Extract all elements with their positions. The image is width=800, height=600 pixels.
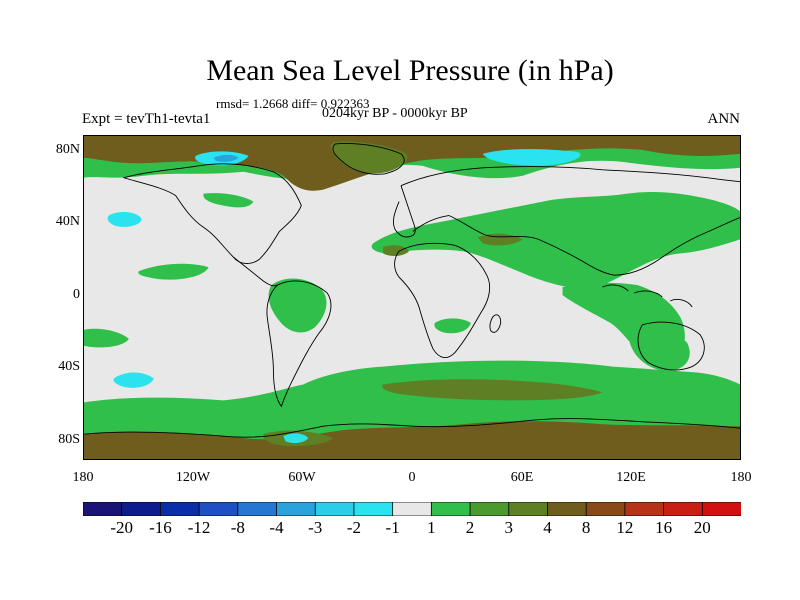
colorbar-swatch [276,502,317,516]
south-america-coast [266,280,332,408]
colorbar [83,502,741,516]
coastlines [84,143,740,438]
lon-label-180-left: 180 [72,470,94,485]
lon-label-120e: 120E [616,470,646,485]
colorbar-label: -8 [230,518,245,537]
season-label: ANN [707,111,741,127]
south-america-green [268,278,327,333]
colorbar-swatch [701,502,741,516]
south-africa-green [434,318,471,334]
colorbar-label: 16 [655,518,673,537]
colorbar-label: 3 [504,518,514,537]
colorbar-swatch [663,502,704,516]
colorbar-label: -16 [149,518,172,537]
colorbar-label: -20 [110,518,134,537]
lon-label-0: 0 [408,470,416,485]
siberia-cyan-spot [482,149,581,166]
period-text: 0204kyr BP - 0000kyr BP [322,106,468,121]
arctic-brown-region [84,136,740,191]
lat-label-40n: 40N [55,214,80,229]
colorbar-swatch [624,502,665,516]
colorbar-swatch [160,502,200,516]
stats-text: rmsd= 1.2668 diff= 0.922363 [216,96,370,111]
drake-passage-cyan-spot [283,433,309,444]
eurasia-green-belt [371,191,740,289]
lat-label-40s: 40S [58,359,80,374]
experiment-label: Expt = tevTh1-tevta1 [82,111,211,127]
colorbar-swatch [83,502,123,516]
colorbar-swatch [353,502,394,516]
lat-label-80s: 80S [58,432,80,447]
colorbar-swatch [469,502,510,516]
eurasia-coast [400,166,740,276]
colorbar-label: 20 [693,518,711,537]
north-america-coast [122,163,302,264]
greenland-coast [332,143,405,175]
africa-coast [394,242,491,358]
north-america-green [203,193,254,208]
colorbar-swatch [508,502,549,516]
colorbar-swatch [547,502,587,516]
madagascar-coast [489,314,502,333]
colorbar-swatch [121,502,162,516]
colorbar-label: -4 [269,518,284,537]
indian-ocean-green [629,329,690,371]
pressure-anomaly-map [83,135,741,460]
lon-label-60e: 60E [510,470,534,485]
colorbar-label: 2 [465,518,475,537]
colorbar-label: 4 [543,518,552,537]
indonesia-coast [602,284,693,308]
eurasia-olive-spot [383,245,410,257]
colorbar-label: -2 [346,518,362,537]
colorbar-swatch [430,502,471,516]
lon-label-180-right: 180 [730,470,752,485]
pacific-cyan-spot [107,212,142,227]
lat-label-80n: 80N [55,142,80,157]
chart-title: Mean Sea Level Pressure (in hPa) [206,54,614,87]
colorbar-swatch [585,502,626,516]
colorbar-label: 1 [427,518,436,537]
colorbar-label: -1 [385,518,400,537]
colorbar-label: 12 [616,518,634,537]
colorbar-label: 8 [581,518,591,537]
colorbar-swatch [392,502,433,516]
colorbar-swatch [314,502,355,516]
north-pacific-green [138,263,209,280]
colorbar-swatch [198,502,239,516]
lon-label-120w: 120W [175,470,211,485]
south-pacific-cyan-spot [113,372,154,388]
europe-coast [392,185,416,238]
colorbar-label: -12 [187,518,211,537]
antarctica-coast [84,418,740,438]
southern-ocean-olive-band [382,379,603,401]
lon-label-60w: 60W [288,470,316,485]
antarctic-brown-band [84,421,740,459]
canada-blue-spot [213,154,239,162]
central-america-coast [233,256,278,287]
south-pacific-green [84,328,129,348]
lat-label-0: 0 [73,287,80,302]
australia-coast [637,321,705,371]
colorbar-swatch [237,502,278,516]
colorbar-label: -3 [308,518,323,537]
